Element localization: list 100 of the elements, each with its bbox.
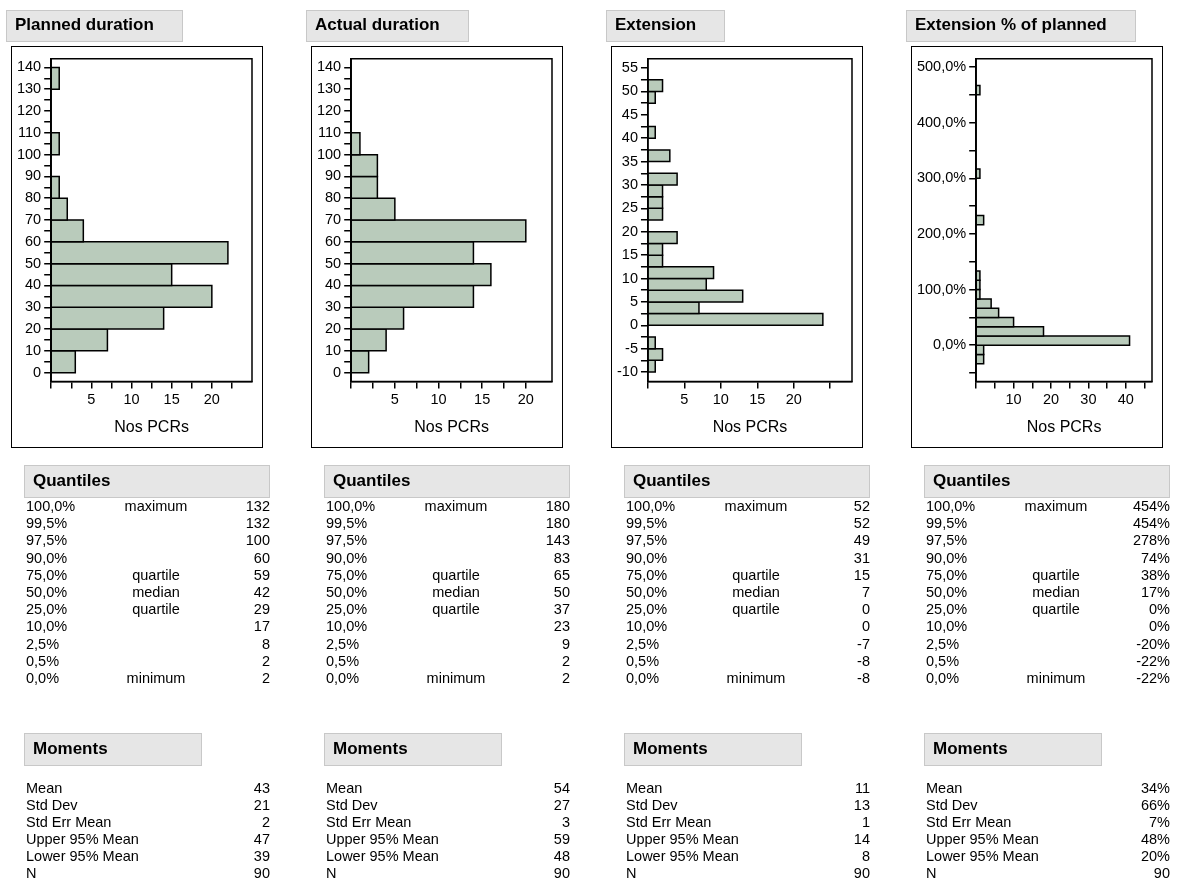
y-tick-label: 20 (325, 320, 342, 337)
category-label: 97,5% (626, 532, 669, 550)
x-tick-label: 15 (163, 391, 180, 408)
y-tick-label: 5 (629, 292, 638, 309)
category-label: maximum (724, 498, 788, 514)
category-label: Mean (26, 780, 64, 797)
category-label: 39 (253, 848, 270, 864)
x-tick-label: 20 (1042, 391, 1060, 408)
category-label: N (626, 865, 638, 882)
category-label: 34% (1140, 780, 1170, 796)
category-label: Std Err Mean (326, 814, 413, 831)
x-tick-label: 15 (749, 391, 766, 408)
x-tick-label: 10 (1005, 391, 1022, 408)
category-label: 1 (861, 814, 870, 830)
category-label: quartile (1032, 601, 1080, 618)
category-label: Std Dev (326, 797, 379, 814)
x-tick-label: 10 (123, 391, 140, 408)
x-tick-label: 20 (203, 391, 220, 408)
y-tick-label: 0 (629, 316, 638, 333)
category-label: 49 (853, 532, 870, 549)
y-tick-label: 40 (325, 276, 342, 293)
x-axis-title: Nos PCRs (414, 417, 489, 435)
category-label: -22% (1136, 670, 1170, 687)
category-label: Std Dev (26, 797, 79, 814)
category-label: quartile (732, 601, 780, 618)
y-tick-label: 0 (33, 363, 42, 380)
category-label: 97,5% (926, 532, 969, 550)
category-label: -20% (1136, 635, 1170, 652)
category-label: Mean (626, 780, 664, 797)
category-label: 99,5% (326, 515, 369, 533)
category-label: N (26, 865, 38, 882)
category-label: 0,5% (926, 652, 961, 671)
category-label: 75,0% (26, 566, 69, 585)
y-tick-label: -10 (616, 363, 638, 380)
category-label: 2,5% (626, 635, 661, 653)
y-tick-label: 100,0% (916, 280, 967, 297)
category-label: Upper 95% Mean (326, 831, 440, 848)
y-tick-label: 50 (25, 254, 42, 271)
category-label: Std Err Mean (26, 814, 113, 831)
x-tick-label: 40 (1117, 391, 1134, 408)
category-label: 90,0% (26, 549, 69, 567)
category-label: 17 (253, 618, 270, 635)
y-tick-label: 80 (25, 189, 42, 206)
category-label: 90 (853, 865, 870, 881)
category-label: 23 (553, 618, 570, 635)
category-label: 90 (553, 865, 570, 881)
text: Quantiles (624, 465, 870, 498)
y-tick-label: 0,0% (933, 336, 967, 353)
y-tick-label: 30 (621, 175, 638, 192)
category-label: 75,0% (626, 566, 669, 585)
y-tick-label: 140 (316, 58, 342, 75)
category-label: 180 (545, 498, 570, 514)
y-tick-label: 120 (16, 102, 42, 119)
category-label: Mean (326, 780, 364, 797)
y-tick-label: 40 (25, 276, 42, 293)
chart-title: Actual duration (306, 10, 469, 42)
y-tick-label: -5 (625, 339, 638, 356)
category-label: 8 (261, 635, 270, 652)
y-tick-label: 80 (325, 189, 342, 206)
category-label: 11 (854, 780, 870, 796)
y-tick-label: 500,0% (916, 58, 967, 75)
category-label: maximum (124, 498, 188, 514)
category-label: 48% (1140, 831, 1170, 847)
category-label: Lower 95% Mean (926, 848, 1040, 865)
chart-title: Extension % of planned (906, 10, 1136, 42)
category-label: 2,5% (326, 635, 361, 653)
category-label: 99,5% (926, 515, 969, 533)
category-label: 66% (1140, 797, 1170, 813)
x-tick-label: 20 (517, 391, 534, 408)
category-label: 9 (561, 635, 570, 652)
x-axis-title: Nos PCRs (712, 417, 788, 435)
x-tick-label: 10 (712, 391, 729, 408)
y-tick-label: 70 (325, 211, 342, 228)
category-label: median (1032, 584, 1080, 601)
y-tick-label: 20 (25, 320, 42, 337)
y-tick-label: 35 (621, 152, 638, 169)
category-label: 99,5% (26, 515, 69, 533)
category-label: maximum (1024, 498, 1088, 514)
category-label: 278% (1132, 532, 1170, 549)
category-label: -8 (857, 652, 870, 669)
category-label: 31 (853, 549, 870, 566)
x-tick-label: 10 (430, 391, 447, 408)
category-label: 0% (1149, 601, 1170, 618)
text: Moments (324, 733, 502, 766)
text: Moments (24, 733, 202, 766)
y-tick-label: 30 (25, 298, 42, 315)
category-label: Lower 95% Mean (626, 848, 740, 865)
category-label: maximum (424, 498, 488, 514)
y-tick-label: 110 (318, 123, 342, 140)
y-tick-label: 300,0% (916, 169, 967, 186)
y-tick-label: 90 (325, 167, 342, 184)
category-label: 50 (553, 584, 570, 601)
category-label: 2 (261, 670, 270, 687)
category-label: 2,5% (926, 635, 961, 653)
category-label: 10,0% (626, 618, 669, 636)
y-tick-label: 60 (25, 232, 42, 249)
category-label: 454% (1132, 498, 1170, 514)
text: Quantiles (24, 465, 270, 498)
category-label: 75,0% (326, 566, 369, 585)
category-label: 37 (553, 601, 570, 618)
